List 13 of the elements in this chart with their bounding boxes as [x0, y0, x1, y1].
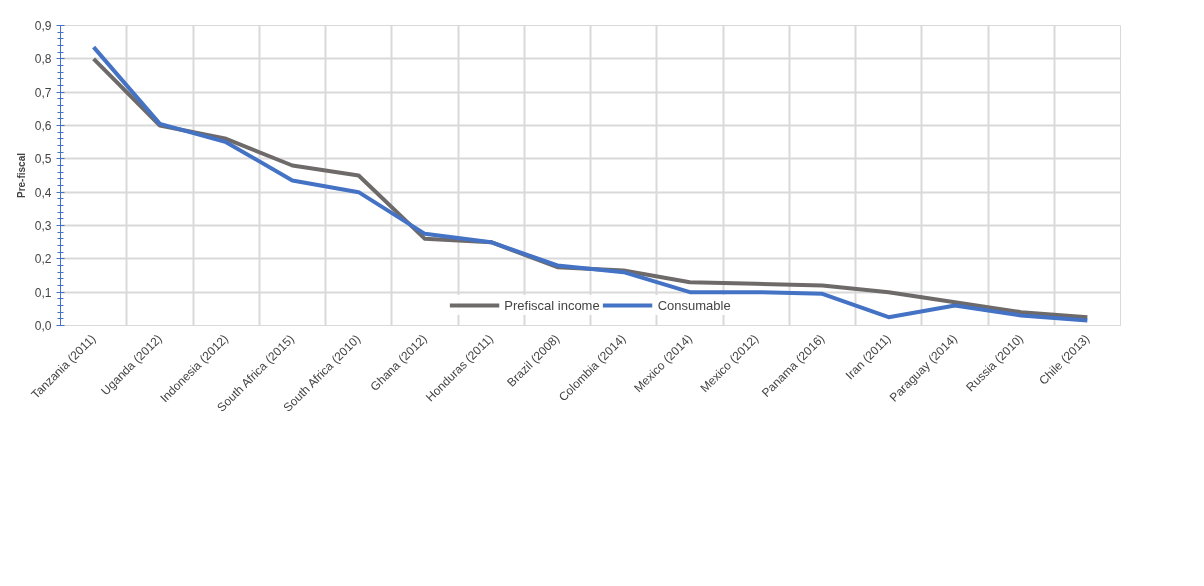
y-tick-label: 0,0	[34, 319, 52, 333]
legend-label: Prefiscal income	[504, 297, 600, 313]
y-axis-title: Pre-fiscal	[15, 152, 27, 199]
y-tick-label: 0,6	[34, 119, 52, 133]
y-tick-label: 0,5	[34, 152, 52, 167]
legend-label: Consumable	[657, 297, 731, 313]
y-tick-label: 0,9	[34, 19, 52, 33]
y-tick-label: 0,4	[34, 185, 52, 200]
y-tick-label: 0,8	[34, 52, 52, 67]
y-tick-label: 0,7	[34, 85, 52, 100]
y-tick-label: 0,3	[34, 219, 52, 233]
y-tick-label: 0,2	[34, 252, 52, 267]
y-tick-label: 0,1	[34, 285, 52, 300]
